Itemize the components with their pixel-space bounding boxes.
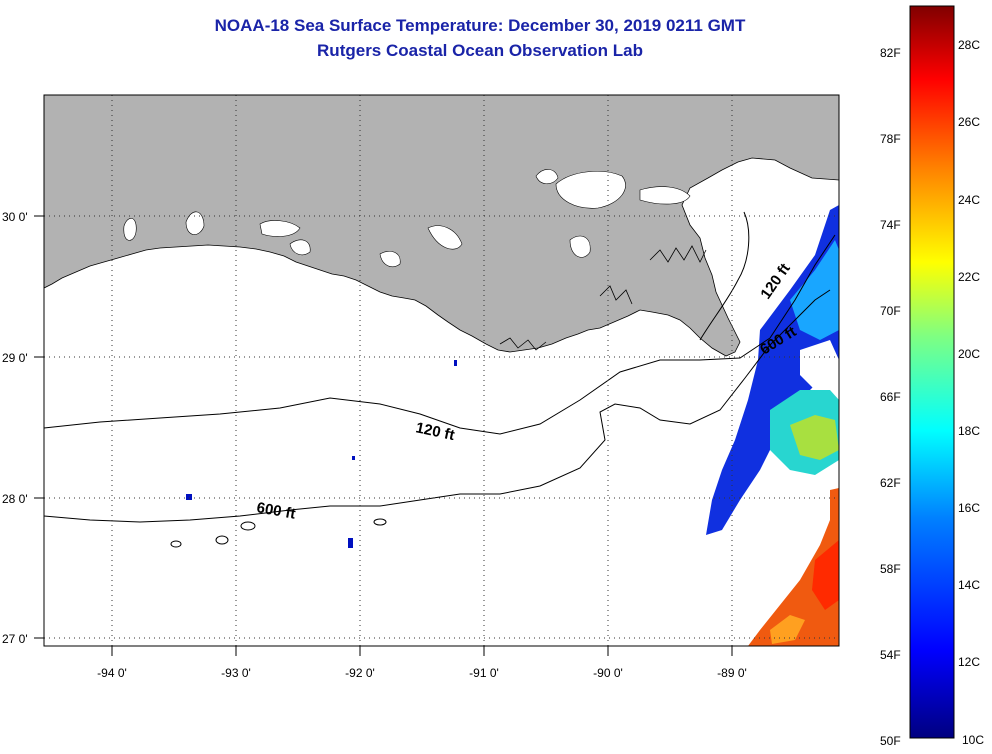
lat-tick-label: 29 0' xyxy=(2,351,28,365)
colorbar-f-labels: 82F 78F 74F 70F 66F 62F 58F 54F 50F xyxy=(880,46,901,748)
colorbar-f-label: 62F xyxy=(880,476,901,490)
colorbar-c-label: 12C xyxy=(958,655,980,669)
land-mass xyxy=(44,95,839,357)
lon-tick-label: -94 0' xyxy=(97,666,127,680)
delta-coastline xyxy=(499,245,707,351)
colorbar-f-label: 66F xyxy=(880,390,901,404)
colorbar-c-label: 28C xyxy=(958,38,980,52)
graticule xyxy=(44,95,839,646)
colorbar xyxy=(909,5,955,739)
lat-tick-label: 30 0' xyxy=(2,210,28,224)
colorbar-c-label: 10C xyxy=(962,733,984,747)
lat-tick-label: 28 0' xyxy=(2,492,28,506)
lon-tick-labels: -94 0' -93 0' -92 0' -91 0' -90 0' -89 0… xyxy=(97,666,747,680)
colorbar-c-label: 24C xyxy=(958,193,980,207)
colorbar-f-label: 54F xyxy=(880,648,901,662)
colorbar-f-label: 70F xyxy=(880,304,901,318)
lon-tick-label: -93 0' xyxy=(221,666,251,680)
inland-lakes xyxy=(123,169,691,267)
bathymetry-contours xyxy=(44,211,836,548)
colorbar-c-labels: 28C 26C 24C 22C 20C 18C 16C 14C 12C 10C xyxy=(958,38,984,747)
lon-tick-label: -91 0' xyxy=(469,666,499,680)
lon-tick-label: -90 0' xyxy=(593,666,623,680)
map-title: NOAA-18 Sea Surface Temperature: Decembe… xyxy=(214,16,746,35)
tick-marks xyxy=(34,215,733,656)
colorbar-f-label: 82F xyxy=(880,46,901,60)
colorbar-c-label: 16C xyxy=(958,501,980,515)
colorbar-f-label: 78F xyxy=(880,132,901,146)
colorbar-c-label: 22C xyxy=(958,270,980,284)
colorbar-c-label: 14C xyxy=(958,578,980,592)
colorbar-c-label: 20C xyxy=(958,347,980,361)
contour-120-ft-west xyxy=(44,234,836,435)
colorbar-f-label: 58F xyxy=(880,562,901,576)
map-frame xyxy=(43,94,840,647)
map-subtitle: Rutgers Coastal Ocean Observation Lab xyxy=(317,41,643,60)
lon-tick-label: -89 0' xyxy=(717,666,747,680)
lat-tick-label: 27 0' xyxy=(2,632,28,646)
contour-600-ft-west xyxy=(44,289,831,523)
colorbar-c-label: 26C xyxy=(958,115,980,129)
colorbar-f-label: 74F xyxy=(880,218,901,232)
colorbar-f-label: 50F xyxy=(880,734,901,748)
sst-pixels xyxy=(186,205,839,646)
contour-label-600-ft: 600 ft xyxy=(255,499,297,523)
lon-tick-label: -92 0' xyxy=(345,666,375,680)
lat-tick-labels: 30 0' 29 0' 28 0' 27 0' xyxy=(2,210,28,646)
colorbar-c-label: 18C xyxy=(958,424,980,438)
